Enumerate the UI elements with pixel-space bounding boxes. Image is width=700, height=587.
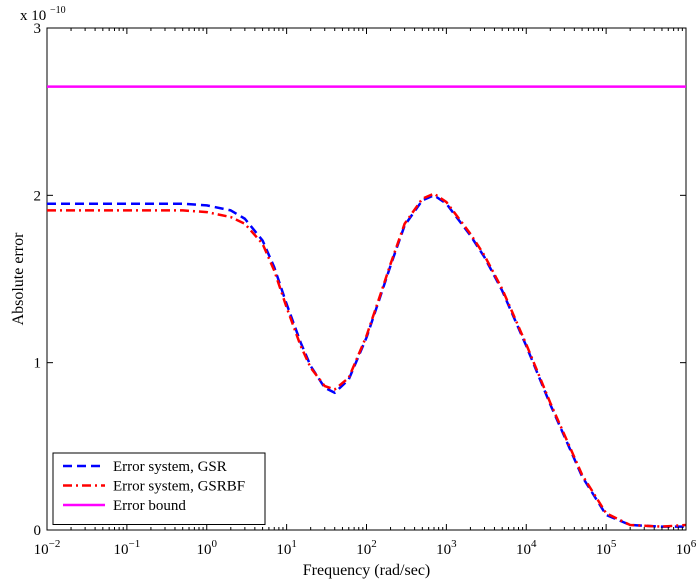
legend-label: Error system, GSRBF [113,479,245,495]
legend-label: Error system, GSR [113,459,227,475]
y-multiplier-exponent: −10 [50,5,66,16]
y-tick-label: 0 [34,523,42,539]
x-tick-label: 101 [276,538,297,558]
legend-label: Error bound [113,498,186,514]
x-tick-label: 10−2 [34,538,61,558]
x-tick-label: 104 [516,538,537,558]
x-tick-label: 103 [436,538,457,558]
y-multiplier-label: x 10 −10 [20,5,66,24]
x-axis-title: Frequency (rad/sec) [303,562,431,579]
x-tick-label: 10−1 [114,538,141,558]
y-tick-label: 1 [34,356,42,372]
x-tick-label: 100 [197,538,218,558]
legend-box [52,452,266,525]
x-tick-label: 105 [596,538,617,558]
series-layer [47,85,687,528]
y-tick-label: 2 [34,188,42,204]
x-tick-label: 102 [356,538,377,558]
x-tick-label: 106 [676,538,697,558]
y-tick-label: 3 [34,21,42,37]
series-line-2 [47,192,687,528]
y-axis-title: Absolute error [10,232,27,326]
y-multiplier-base: x 10 [20,8,46,24]
ticks-layer: 10−2 10−1 100 101 102 103 104 105 106 0 1 2 3 [34,21,697,558]
legend: Error system, GSR Error system, GSRBF Erro… [52,452,266,525]
plot-area [46,27,687,531]
